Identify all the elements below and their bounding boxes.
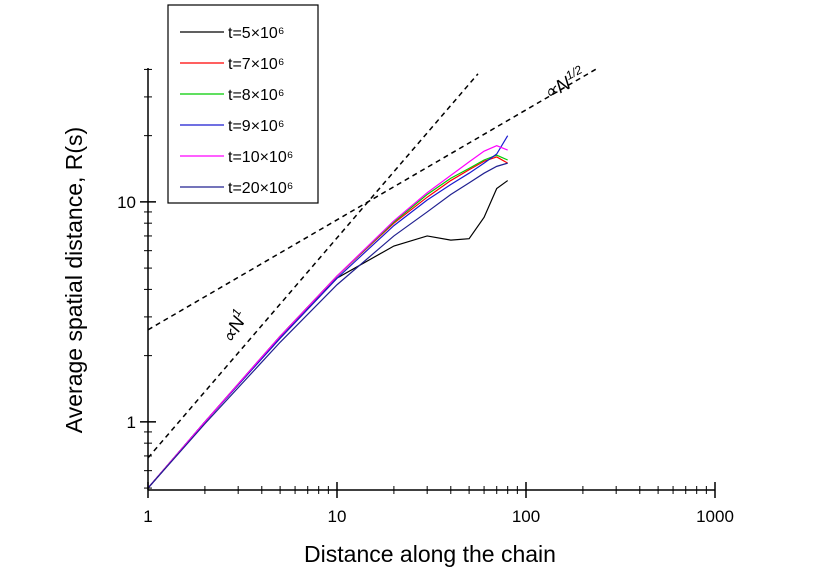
reference-line [148, 73, 479, 459]
reference-line [148, 68, 600, 331]
y-tick-label: 1 [127, 413, 136, 432]
legend-label: t=8×10⁶ [228, 87, 284, 104]
legend-label: t=7×10⁶ [228, 56, 284, 73]
series-line [148, 156, 508, 489]
y-tick-label: 10 [117, 193, 136, 212]
y-axis-label: Average spatial distance, R(s) [61, 127, 87, 433]
series-line [148, 135, 509, 489]
legend-label: t=10×10⁶ [228, 149, 293, 166]
reference-label-text: ∝N [218, 313, 250, 347]
x-tick-label: 100 [512, 507, 540, 526]
x-tick-label: 1 [143, 507, 152, 526]
legend-label: t=5×10⁶ [228, 25, 284, 42]
x-tick-label: 10 [328, 507, 347, 526]
series-line [148, 162, 508, 489]
x-tick-label: 1000 [696, 507, 734, 526]
legend-label: t=9×10⁶ [228, 118, 284, 135]
series-line [148, 180, 509, 489]
x-axis-label: Distance along the chain [304, 541, 556, 567]
series-line [148, 154, 508, 489]
series-line [148, 145, 508, 489]
legend-label: t=20×10⁶ [228, 180, 293, 197]
legend-box [167, 4, 319, 204]
reference-label: ∝N1/2 [539, 62, 589, 104]
